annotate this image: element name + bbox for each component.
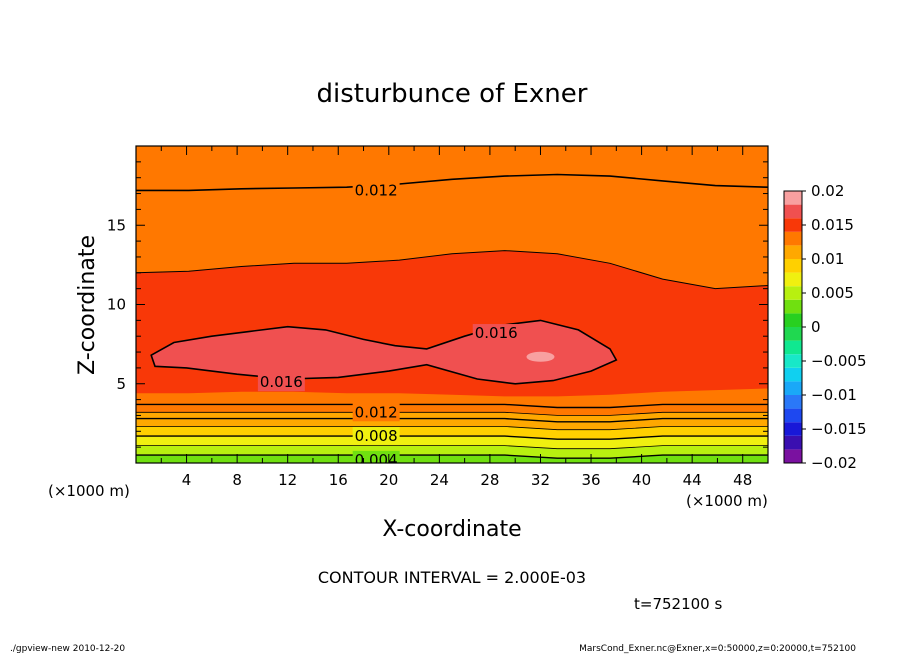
footer-left: ./gpview-new 2010-12-20 [10, 644, 125, 654]
colorbar-swatch [784, 367, 802, 382]
x-tick-label: 44 [683, 471, 702, 489]
y-tick-label: 5 [116, 375, 126, 393]
colorbar-swatch [784, 191, 802, 205]
contour-fills [136, 146, 768, 463]
contour-label-bg [257, 373, 305, 392]
colorbar-swatch [784, 449, 802, 463]
colorbar-tick-label: −0.005 [811, 352, 867, 370]
contour-label: 0.016 [475, 324, 518, 342]
contour-line-0.014 [136, 173, 768, 192]
x-tick-label: 4 [182, 471, 192, 489]
contour-label: 0.008 [355, 427, 398, 445]
band-low-2 [136, 418, 768, 430]
x-tick-label: 8 [232, 471, 242, 489]
x-tick-label: 16 [329, 471, 348, 489]
y-axis: 5 10 15 [107, 161, 768, 448]
colorbar-swatch [784, 340, 802, 355]
colorbar-tick-label: 0.02 [811, 182, 844, 200]
x-tick-label: 28 [480, 471, 499, 489]
x-unit-right: (×1000 m) [686, 492, 768, 510]
contour-line-low-5 [136, 445, 768, 450]
colorbar-swatch [784, 354, 802, 368]
colorbar-swatch [784, 299, 802, 314]
colorbar-tick-label: 0.005 [811, 284, 854, 302]
band-low-0 [136, 404, 768, 416]
band-low-1 [136, 412, 768, 422]
contour-line-low-1 [136, 411, 768, 416]
y-axis-title: Z-coordinate [75, 235, 100, 375]
x-tick-label: 40 [632, 471, 651, 489]
y-tick-label: 10 [107, 296, 126, 314]
x-unit-left: (×1000 m) [48, 482, 130, 500]
colorbar-tick-label: 0 [811, 318, 821, 336]
colorbar-swatch [784, 204, 802, 219]
contour-line-low-4 [136, 435, 768, 440]
chart-title: disturbunce of Exner [317, 79, 588, 109]
contour-label: 0.012 [355, 403, 398, 421]
colorbar-swatch [784, 422, 802, 436]
x-axis: 4 8 12 16 20 24 28 32 36 40 44 48 [160, 146, 752, 489]
contour-label-bg [472, 324, 520, 343]
footer-right: MarsCond_Exner.nc@Exner,x=0:50000,z=0:20… [579, 644, 856, 654]
colorbar-tick-label: −0.015 [811, 420, 867, 438]
y-tick-label: 15 [107, 216, 126, 234]
contour-label: 0.016 [260, 373, 303, 391]
colorbar-ticks: 0.02 0.015 0.01 0.005 0 −0.005 −0.01 −0.015 −0.0… [802, 182, 867, 472]
colorbar-tick-label: 0.015 [811, 216, 854, 234]
colorbar [783, 190, 803, 464]
colorbar-swatch [784, 435, 802, 450]
contour-label-bg [352, 181, 400, 200]
colorbar-swatch [784, 313, 802, 327]
plot-area: 0.012 0.016 0.016 0.012 0.008 0.004 [136, 146, 768, 469]
x-tick-label: 36 [581, 471, 600, 489]
colorbar-swatch [784, 286, 802, 300]
contour-label: 0.004 [355, 451, 398, 469]
colorbar-swatch [784, 272, 802, 287]
x-tick-label: 32 [531, 471, 550, 489]
band-low-6 [136, 455, 768, 463]
contour-label: 0.012 [355, 181, 398, 199]
x-tick-label: 20 [379, 471, 398, 489]
colorbar-swatch [784, 218, 802, 232]
contour-label-bg [352, 427, 400, 446]
contour-line-low-6 [136, 454, 768, 459]
contour-line-low-3 [136, 426, 768, 431]
colorbar-tick-label: 0.01 [811, 250, 844, 268]
colorbar-swatch [784, 231, 802, 246]
contour-label-bg [352, 450, 400, 463]
contour-line-low-2 [136, 417, 768, 423]
colorbar-tick-label: −0.01 [811, 386, 857, 404]
colorbar-tick-label: −0.02 [811, 454, 857, 472]
x-tick-label: 12 [278, 471, 297, 489]
colorbar-swatch [784, 245, 802, 259]
time-stamp: t=752100 s [634, 595, 722, 613]
colorbar-swatch [784, 381, 802, 395]
contour-line-0.016 [136, 250, 768, 290]
colorbar-swatch [784, 408, 802, 423]
colorbar-swatch [784, 259, 802, 273]
x-axis-title: X-coordinate [382, 517, 521, 542]
x-tick-label: 24 [430, 471, 449, 489]
contour-labels: 0.012 0.016 0.016 0.012 0.008 0.004 [257, 181, 520, 469]
colorbar-swatch [784, 327, 802, 341]
band-0.018 [526, 351, 555, 362]
colorbar-swatch [784, 395, 802, 409]
x-tick-label: 48 [733, 471, 752, 489]
contour-line-low-0 [136, 403, 768, 409]
contour-lines [136, 173, 768, 459]
contour-label-bg [352, 403, 400, 422]
contour-interval: CONTOUR INTERVAL = 2.000E-03 [318, 568, 586, 587]
